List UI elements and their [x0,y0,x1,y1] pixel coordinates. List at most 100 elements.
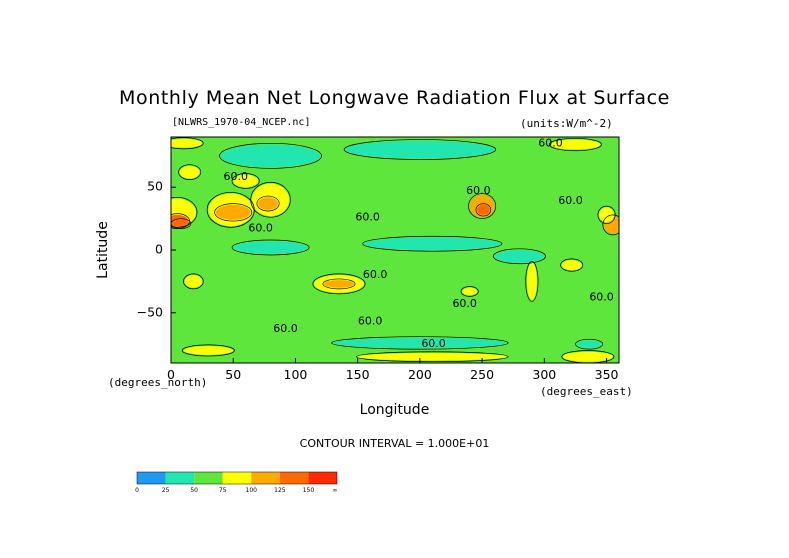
y-units-label: (degrees_north) [108,376,208,389]
x-tick-label-7: 350 [595,367,619,382]
heatmap-feature-28 [494,250,545,263]
contour-label-7: 60.0 [589,291,614,304]
heatmap-feature-21 [357,352,507,361]
contour-label-9: 60.0 [358,315,383,328]
heatmap-feature-27 [233,241,308,254]
y-ticks: 50 0 −50 [137,179,176,319]
heatmap-feature-4 [215,204,251,220]
contour-line-8 [231,173,260,189]
colorbar-tick-0: 0 [135,487,139,494]
contour-label-8: 60.0 [273,322,298,335]
colorbar-swatch-3 [222,472,252,484]
contour-line-11 [602,214,619,236]
contour-line-30 [575,338,604,350]
contour-line-20 [549,137,602,152]
contour-line-0 [171,196,198,228]
y-axis-label: Latitude [95,221,111,279]
contour-line-14 [322,278,356,290]
x-units-label: (degrees_east) [540,385,633,398]
heatmap-feature-15 [184,275,203,288]
heatmap-feature-19 [171,138,203,148]
contour-line-22 [181,344,235,357]
heatmap-feature-10 [477,204,490,215]
x-tick-label-2: 100 [284,367,308,382]
colorbar-swatch-5 [279,472,309,484]
contour-line-4 [214,203,253,222]
contour-line-15 [183,273,204,290]
heatmap-feature-17 [462,287,478,296]
colorbar-tick-3: 75 [219,487,227,494]
x-axis-label: Longitude [359,402,430,418]
contour-line-21 [356,351,509,363]
y-tick-label-2: −50 [137,304,163,319]
contour-lines [171,137,619,363]
x-tick-label-4: 200 [408,367,432,382]
contour-line-7 [178,164,202,180]
x-tick-label-6: 300 [532,367,556,382]
colorbar-swatch-2 [194,472,223,484]
contour-labels: 60.0 60.0 60.0 60.0 60.0 60.0 60.0 60.0 60.0 60.0… [223,136,613,350]
y-tick-label-0: 50 [147,179,163,194]
chart-title: Monthly Mean Net Longwave Radiation Flux… [119,87,670,109]
x-ticks: 0 50 100 150 200 250 300 350 [167,358,619,382]
heatmap-feature-16 [526,262,537,301]
heatmap-feature-20 [550,139,601,150]
colorbar-tick-4: 100 [246,487,258,494]
colorbar-swatch-4 [251,472,280,484]
contour-line-5 [250,181,291,218]
heatmap-feature-12 [599,207,615,223]
colorbar-swatch-0 [137,472,166,484]
heatmap-feature-2 [172,219,190,228]
contour-line-9 [468,193,497,219]
units-label: (units:W/m^-2) [520,117,613,130]
contour-interval-label: CONTOUR INTERVAL = 1.000E+01 [299,437,490,450]
x-tick-label-5: 250 [470,367,494,382]
x-tick-label-0: 0 [167,367,175,382]
contour-label-0: 60.0 [223,170,248,183]
colorbar-tick-1: 25 [162,487,170,494]
colorbar-tick-5: 125 [274,487,286,494]
y-tick-label-1: 0 [155,242,163,257]
heatmap-feature-29 [332,337,507,348]
colorbar-swatch-6 [308,472,337,484]
contour-label-3: 60.0 [466,184,491,197]
x-tick-label-3: 150 [346,367,370,382]
contour-label-10: 60.0 [421,337,446,350]
heatmap-feature-23 [563,351,613,362]
contour-label-11: 60.0 [538,136,563,149]
contour-line-16 [525,261,539,302]
file-label: [NLWRS_1970-04_NCEP.nc] [172,117,311,128]
contour-line-19 [171,137,204,150]
contour-line-6 [256,195,280,212]
contour-label-4: 60.0 [558,194,583,207]
colorbar-frame [136,471,338,485]
heatmap-feature-7 [179,165,200,179]
contour-line-12 [597,205,616,224]
heatmap-feature-18 [561,260,582,271]
x-tick-label-1: 50 [225,367,241,382]
heatmap-feature-30 [576,340,602,348]
contour-line-28 [493,248,546,265]
heatmap-feature-22 [183,346,234,355]
heatmap-feature-6 [258,197,279,210]
contour-line-26 [362,235,503,252]
heatmap-feature-14 [324,280,354,288]
colorbar-tick-6: 150 [303,487,315,494]
heatmap-feature-24 [220,144,321,168]
contour-line-24 [219,142,322,169]
contour-line-18 [560,258,584,272]
contour-line-25 [343,139,497,160]
contour-line-10 [475,203,492,217]
contour-line-29 [331,336,509,350]
contour-line-13 [312,273,366,295]
contour-line-17 [460,286,479,297]
colorbar-tick-7: ∞ [333,487,338,494]
colorbar-swatch-1 [165,472,195,484]
colorbar-tick-2: 50 [190,487,198,494]
contour-label-2: 60.0 [355,210,380,223]
contour-line-27 [231,239,310,256]
contour-label-6: 60.0 [452,297,477,310]
heatmap-feature-25 [345,140,495,159]
heatmap-feature-26 [363,237,501,251]
